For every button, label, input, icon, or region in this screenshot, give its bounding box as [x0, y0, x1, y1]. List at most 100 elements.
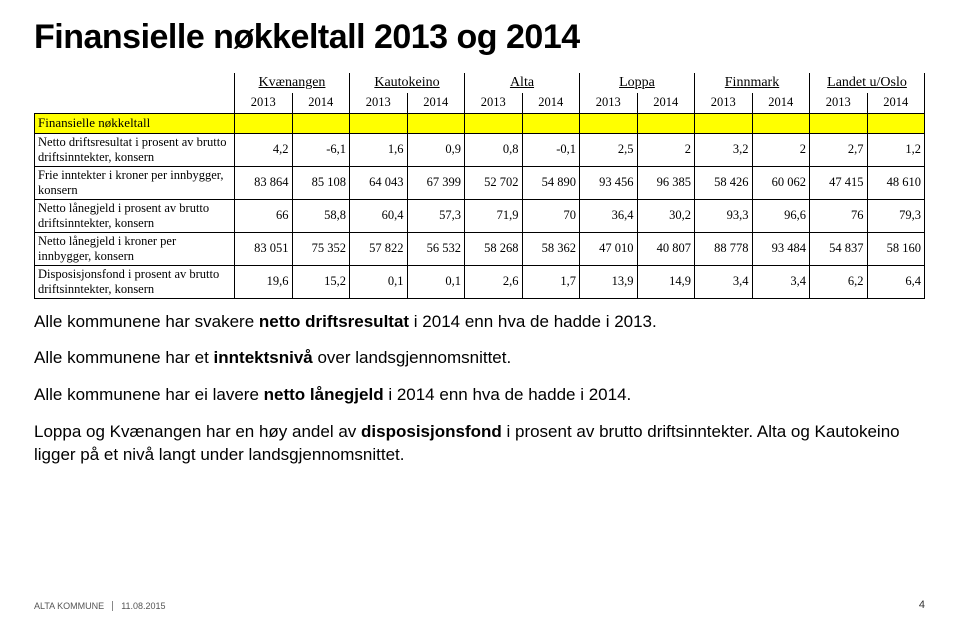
- text: i 2014 enn hva de hadde i 2014.: [384, 385, 632, 404]
- cell: 66: [235, 199, 293, 232]
- cell: 0,1: [407, 265, 465, 298]
- table-group-header: Kvænangen Kautokeino Alta Loppa Finnmark…: [35, 73, 925, 93]
- cell: 2,6: [465, 265, 523, 298]
- row-label: Disposisjonsfond i prosent av brutto dri…: [35, 265, 235, 298]
- commentary-block: Alle kommunene har svakere netto driftsr…: [34, 311, 925, 468]
- col-group: Landet u/Oslo: [810, 73, 925, 93]
- key-figures-table: Kvænangen Kautokeino Alta Loppa Finnmark…: [34, 73, 925, 299]
- cell: 2: [752, 133, 810, 166]
- cell: 0,9: [407, 133, 465, 166]
- cell: 64 043: [350, 166, 408, 199]
- row-label: Netto lånegjeld i prosent av brutto drif…: [35, 199, 235, 232]
- cell: 58,8: [292, 199, 350, 232]
- cell: 2,7: [810, 133, 868, 166]
- cell: 58 362: [522, 232, 580, 265]
- cell: 30,2: [637, 199, 695, 232]
- year-cell: 2013: [695, 93, 753, 113]
- cell: 36,4: [580, 199, 638, 232]
- text: over landsgjennomsnittet.: [313, 348, 511, 367]
- footer-date: 11.08.2015: [121, 601, 165, 611]
- year-cell: 2014: [292, 93, 350, 113]
- cell: 75 352: [292, 232, 350, 265]
- cell: 58 160: [867, 232, 925, 265]
- table-section-row: Finansielle nøkkeltall: [35, 113, 925, 133]
- cell: 60 062: [752, 166, 810, 199]
- cell: 1,2: [867, 133, 925, 166]
- table-row: Netto lånegjeld i kroner per innbygger, …: [35, 232, 925, 265]
- commentary-line: Alle kommunene har et inntektsnivå over …: [34, 347, 925, 370]
- cell: 48 610: [867, 166, 925, 199]
- bold-term: netto driftsresultat: [259, 312, 409, 331]
- cell: 93 456: [580, 166, 638, 199]
- table-row: Netto lånegjeld i prosent av brutto drif…: [35, 199, 925, 232]
- year-cell: 2013: [465, 93, 523, 113]
- year-cell: 2013: [810, 93, 868, 113]
- cell: -0,1: [522, 133, 580, 166]
- cell: 83 864: [235, 166, 293, 199]
- cell: 58 268: [465, 232, 523, 265]
- cell: 52 702: [465, 166, 523, 199]
- cell: 3,4: [695, 265, 753, 298]
- cell: 76: [810, 199, 868, 232]
- cell: 0,8: [465, 133, 523, 166]
- cell: 1,6: [350, 133, 408, 166]
- year-cell: 2014: [522, 93, 580, 113]
- cell: 6,2: [810, 265, 868, 298]
- cell: 47 415: [810, 166, 868, 199]
- commentary-line: Loppa og Kvænangen har en høy andel av d…: [34, 421, 925, 467]
- cell: 2,5: [580, 133, 638, 166]
- text: Alle kommunene har et: [34, 348, 214, 367]
- cell: 56 532: [407, 232, 465, 265]
- bold-term: disposisjonsfond: [361, 422, 502, 441]
- cell: 93 484: [752, 232, 810, 265]
- cell: 14,9: [637, 265, 695, 298]
- page-title: Finansielle nøkkeltall 2013 og 2014: [34, 18, 925, 57]
- cell: 6,4: [867, 265, 925, 298]
- table-row: Frie inntekter i kroner per innbygger, k…: [35, 166, 925, 199]
- commentary-line: Alle kommunene har ei lavere netto låneg…: [34, 384, 925, 407]
- col-group: Loppa: [580, 73, 695, 93]
- footer-org: ALTA KOMMUNE: [34, 601, 104, 611]
- cell: 47 010: [580, 232, 638, 265]
- cell: 54 837: [810, 232, 868, 265]
- cell: 67 399: [407, 166, 465, 199]
- text: i 2014 enn hva de hadde i 2013.: [409, 312, 657, 331]
- cell: 1,7: [522, 265, 580, 298]
- col-group: Finnmark: [695, 73, 810, 93]
- year-cell: 2014: [637, 93, 695, 113]
- cell: 85 108: [292, 166, 350, 199]
- year-cell: 2013: [235, 93, 293, 113]
- cell: 83 051: [235, 232, 293, 265]
- cell: 70: [522, 199, 580, 232]
- cell: 93,3: [695, 199, 753, 232]
- cell: -6,1: [292, 133, 350, 166]
- cell: 2: [637, 133, 695, 166]
- commentary-line: Alle kommunene har svakere netto driftsr…: [34, 311, 925, 334]
- cell: 57 822: [350, 232, 408, 265]
- cell: 54 890: [522, 166, 580, 199]
- cell: 40 807: [637, 232, 695, 265]
- table-year-header: 2013 2014 2013 2014 2013 2014 2013 2014 …: [35, 93, 925, 113]
- footer: ALTA KOMMUNE 11.08.2015 4: [34, 601, 925, 611]
- cell: 71,9: [465, 199, 523, 232]
- year-cell: 2014: [867, 93, 925, 113]
- col-group: Kautokeino: [350, 73, 465, 93]
- bold-term: netto lånegjeld: [264, 385, 384, 404]
- cell: 4,2: [235, 133, 293, 166]
- footer-divider-icon: [112, 601, 113, 611]
- cell: 88 778: [695, 232, 753, 265]
- year-cell: 2014: [752, 93, 810, 113]
- section-label: Finansielle nøkkeltall: [35, 113, 235, 133]
- year-cell: 2013: [580, 93, 638, 113]
- text: Alle kommunene har svakere: [34, 312, 259, 331]
- cell: 0,1: [350, 265, 408, 298]
- table-row: Netto driftsresultat i prosent av brutto…: [35, 133, 925, 166]
- row-label: Frie inntekter i kroner per innbygger, k…: [35, 166, 235, 199]
- cell: 15,2: [292, 265, 350, 298]
- col-group: Alta: [465, 73, 580, 93]
- cell: 57,3: [407, 199, 465, 232]
- cell: 3,4: [752, 265, 810, 298]
- row-label: Netto lånegjeld i kroner per innbygger, …: [35, 232, 235, 265]
- cell: 96 385: [637, 166, 695, 199]
- cell: 79,3: [867, 199, 925, 232]
